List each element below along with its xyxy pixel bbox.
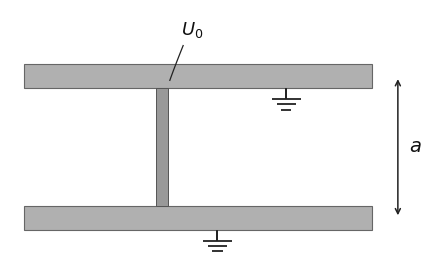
- Bar: [24, 64, 371, 88]
- Text: $a$: $a$: [408, 138, 420, 156]
- Text: $U_0$: $U_0$: [180, 20, 202, 40]
- Bar: [155, 88, 167, 206]
- Bar: [24, 206, 371, 230]
